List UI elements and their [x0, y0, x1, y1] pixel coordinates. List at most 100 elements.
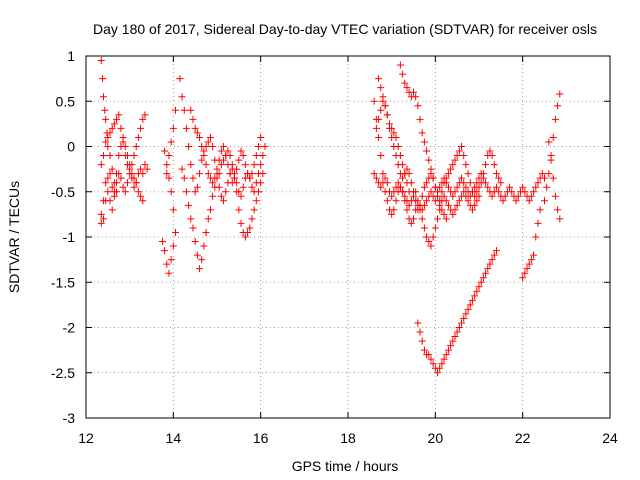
data-point: [180, 174, 188, 182]
data-point: [202, 228, 210, 236]
data-point: [525, 197, 533, 205]
data-point: [259, 152, 267, 160]
data-point: [495, 188, 503, 196]
series-track-o: [396, 61, 450, 223]
data-point: [372, 124, 380, 132]
data-point: [244, 228, 252, 236]
data-point: [237, 192, 245, 200]
data-point: [436, 201, 444, 209]
data-point: [241, 161, 249, 169]
data-point: [412, 197, 420, 205]
data-point: [460, 314, 468, 322]
data-point: [193, 129, 201, 137]
data-point: [217, 192, 225, 200]
data-point: [414, 206, 422, 214]
data-point: [462, 183, 470, 191]
data-point: [545, 170, 553, 178]
y-tick-label: -1: [63, 229, 76, 245]
data-point: [447, 342, 455, 350]
data-point: [444, 201, 452, 209]
data-point: [178, 165, 186, 173]
data-point: [458, 143, 466, 150]
data-point: [117, 143, 125, 150]
data-point: [434, 192, 442, 200]
data-point: [204, 215, 212, 223]
data-point: [425, 238, 433, 246]
data-point: [385, 120, 393, 128]
data-point: [412, 93, 420, 101]
data-point: [420, 346, 428, 354]
data-point: [117, 174, 125, 182]
data-point: [241, 233, 249, 241]
data-point: [420, 224, 428, 232]
data-point: [191, 124, 199, 132]
data-point: [468, 296, 476, 304]
data-point: [187, 106, 195, 114]
data-point: [178, 93, 186, 101]
data-point: [536, 206, 544, 214]
data-point: [202, 161, 210, 169]
data-point: [453, 328, 461, 336]
data-point: [532, 233, 540, 241]
data-point: [464, 305, 472, 313]
data-point: [403, 165, 411, 173]
data-point: [414, 319, 422, 327]
data-point: [235, 206, 243, 214]
data-point: [172, 106, 180, 114]
data-point: [222, 152, 230, 160]
data-point: [257, 133, 265, 141]
data-point: [490, 251, 498, 259]
data-point: [388, 210, 396, 218]
data-point: [442, 197, 450, 205]
data-point: [427, 165, 435, 173]
data-point: [460, 152, 468, 160]
data-point: [392, 133, 400, 141]
data-point: [187, 215, 195, 223]
data-point: [381, 188, 389, 196]
data-point: [486, 147, 494, 155]
data-point: [436, 364, 444, 372]
data-point: [484, 265, 492, 273]
data-point: [514, 192, 522, 200]
data-point: [471, 201, 479, 209]
data-point: [495, 174, 503, 182]
data-point: [233, 165, 241, 173]
x-tick-label: 14: [166, 430, 182, 446]
data-point: [390, 129, 398, 137]
data-point: [139, 115, 147, 123]
data-point: [434, 369, 442, 377]
data-point: [119, 183, 127, 191]
data-point: [438, 188, 446, 196]
data-point: [471, 292, 479, 300]
data-point: [506, 183, 514, 191]
data-point: [113, 170, 121, 178]
series-track-p: [414, 247, 500, 377]
data-point: [110, 120, 118, 128]
data-point: [134, 133, 142, 141]
data-point: [401, 79, 409, 87]
data-point: [209, 143, 217, 150]
data-point: [222, 188, 230, 196]
data-point: [455, 147, 463, 155]
data-point: [486, 260, 494, 268]
data-point: [449, 161, 457, 169]
data-point: [172, 228, 180, 236]
data-point: [104, 133, 112, 141]
data-point: [525, 260, 533, 268]
series-track-f: [163, 106, 180, 178]
data-point: [420, 138, 428, 146]
data-point: [191, 188, 199, 196]
data-point: [475, 183, 483, 191]
data-point: [261, 143, 269, 150]
data-point: [410, 88, 417, 96]
data-point: [104, 174, 112, 182]
data-point: [541, 174, 548, 182]
data-point: [99, 152, 107, 160]
data-point: [379, 170, 387, 178]
data-point: [257, 179, 265, 187]
data-point: [99, 93, 107, 101]
data-point: [466, 179, 474, 187]
data-point: [420, 183, 428, 191]
data-point: [198, 256, 206, 264]
data-point: [549, 174, 557, 182]
